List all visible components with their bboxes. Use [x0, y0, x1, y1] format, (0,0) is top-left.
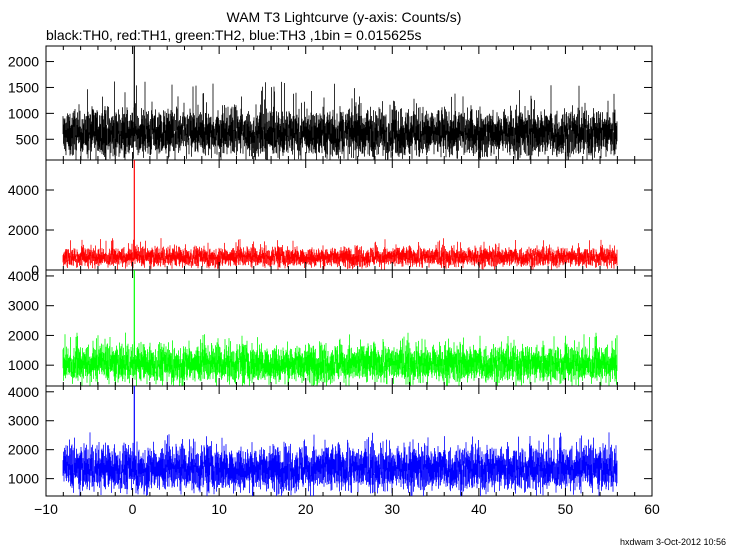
y-tick-label: 1000 — [8, 471, 39, 487]
y-tick-label: 0 — [31, 262, 39, 278]
x-tick-label: 30 — [384, 501, 400, 517]
series-th3-line — [62, 432, 618, 496]
panel-th2: 1000 2000 3000 4000 — [8, 268, 653, 387]
x-tick-label: 50 — [558, 501, 574, 517]
series-th0-line — [62, 81, 618, 160]
y-tick-label: 2000 — [8, 442, 39, 458]
x-tick-label: −10 — [34, 501, 58, 517]
chart-title: WAM T3 Lightcurve (y-axis: Counts/s) — [227, 9, 462, 25]
y-tick-label: 3000 — [8, 413, 39, 429]
y-tick-label: 4000 — [8, 182, 39, 198]
panel-frame — [45, 385, 653, 497]
x-tick-label: 40 — [471, 501, 487, 517]
y-tick-label: 1000 — [8, 105, 39, 121]
panels-group: 500 1000 1500 2000 0 2000 4000 1000 2000 3000 4000… — [8, 45, 653, 497]
y-tick-label: 2000 — [8, 54, 39, 70]
x-tick-label: 20 — [298, 501, 314, 517]
panel-th1: 0 2000 4000 — [8, 159, 653, 278]
y-tick-label: 3000 — [8, 298, 39, 314]
panel-th0: 500 1000 1500 2000 — [8, 45, 653, 161]
y-tick-label: 2000 — [8, 327, 39, 343]
chart-subtitle: black:TH0, red:TH1, green:TH2, blue:TH3 … — [46, 27, 421, 43]
y-tick-label: 4000 — [8, 384, 39, 400]
x-tick-label: 0 — [129, 501, 137, 517]
y-tick-label: 1500 — [8, 79, 39, 95]
series-th2-line — [62, 332, 618, 386]
y-tick-label: 1000 — [8, 357, 39, 373]
footer-stamp: hxdwam 3-Oct-2012 10:56 — [620, 537, 726, 547]
x-tick-label: 60 — [644, 501, 660, 517]
y-tick-label: 500 — [16, 131, 40, 147]
x-tick-label: 10 — [211, 501, 227, 517]
panel-th3: 1000 2000 3000 4000 — [8, 384, 653, 497]
series-th1-line — [62, 238, 618, 270]
y-tick-label: 2000 — [8, 222, 39, 238]
y-tick-label: 4000 — [8, 268, 39, 284]
x-axis: −10 0 10 20 30 40 50 60 — [34, 501, 660, 517]
